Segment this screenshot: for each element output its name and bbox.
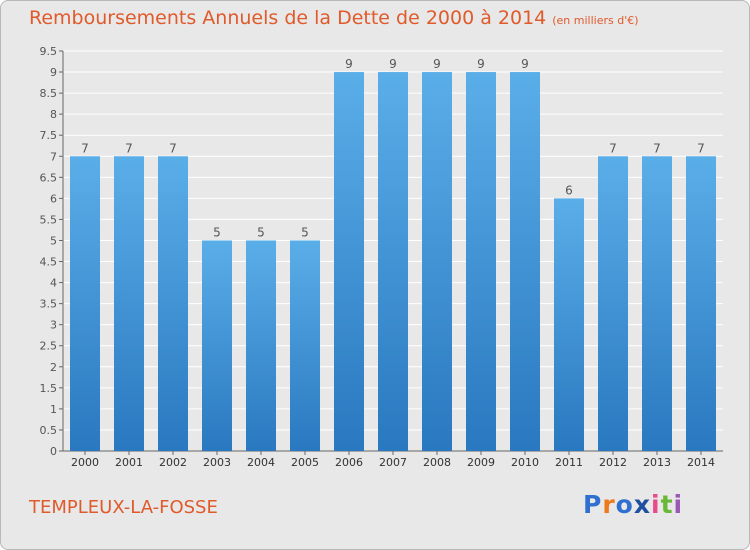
y-tick-label: 7.5 — [40, 129, 58, 142]
bar-2008 — [422, 72, 452, 451]
y-tick-label: 5.5 — [40, 213, 58, 226]
x-tick-label: 2002 — [159, 456, 187, 469]
chart-title: Remboursements Annuels de la Dette de 20… — [29, 7, 639, 29]
x-tick-label: 2004 — [247, 456, 275, 469]
value-label: 9 — [477, 57, 485, 71]
value-label: 9 — [389, 57, 397, 71]
y-tick-label: 1.5 — [40, 382, 58, 395]
value-label: 7 — [653, 141, 661, 155]
x-tick-label: 2013 — [643, 456, 671, 469]
y-tick-label: 9.5 — [40, 45, 58, 58]
y-tick-label: 8 — [50, 108, 57, 121]
x-tick-label: 2010 — [511, 456, 539, 469]
bar-2007 — [378, 72, 408, 451]
y-tick-label: 2 — [50, 361, 57, 374]
logo-letter: r — [602, 490, 616, 519]
logo-letter: o — [615, 490, 634, 519]
value-label: 7 — [697, 141, 705, 155]
x-tick-label: 2000 — [71, 456, 99, 469]
x-tick-label: 2011 — [555, 456, 583, 469]
value-label: 9 — [521, 57, 529, 71]
y-tick-label: 0 — [50, 445, 57, 458]
y-tick-label: 1 — [50, 403, 57, 416]
bar-2013 — [642, 156, 672, 451]
value-label: 6 — [565, 183, 573, 197]
value-label: 7 — [81, 141, 89, 155]
bar-2002 — [158, 156, 188, 451]
y-tick-label: 6.5 — [40, 171, 58, 184]
y-tick-label: 3 — [50, 319, 57, 332]
y-tick-label: 5 — [50, 234, 57, 247]
bar-2001 — [114, 156, 144, 451]
value-label: 7 — [169, 141, 177, 155]
bar-2009 — [466, 72, 496, 451]
value-label: 7 — [125, 141, 133, 155]
x-tick-label: 2003 — [203, 456, 231, 469]
bar-2012 — [598, 156, 628, 451]
x-tick-label: 2012 — [599, 456, 627, 469]
bar-2011 — [554, 198, 584, 451]
value-label: 7 — [609, 141, 617, 155]
y-tick-label: 0.5 — [40, 424, 58, 437]
y-tick-label: 9 — [50, 66, 57, 79]
bar-2005 — [290, 240, 320, 451]
logo-letter: t — [660, 490, 674, 519]
value-label: 9 — [345, 57, 353, 71]
value-label: 5 — [213, 225, 221, 239]
bar-2006 — [334, 72, 364, 451]
bar-2014 — [686, 156, 716, 451]
y-tick-label: 6 — [50, 192, 57, 205]
x-tick-label: 2005 — [291, 456, 319, 469]
x-tick-label: 2001 — [115, 456, 143, 469]
x-tick-label: 2014 — [687, 456, 715, 469]
value-label: 5 — [301, 225, 309, 239]
bar-2004 — [246, 240, 276, 451]
y-tick-label: 2.5 — [40, 340, 58, 353]
y-tick-label: 4 — [50, 277, 57, 290]
unit-note: (en milliers d'€) — [552, 14, 639, 27]
bar-2003 — [202, 240, 232, 451]
logo-letter: P — [583, 490, 603, 519]
x-tick-label: 2007 — [379, 456, 407, 469]
x-tick-label: 2008 — [423, 456, 451, 469]
bar-2010 — [510, 72, 540, 451]
y-tick-label: 8.5 — [40, 87, 58, 100]
x-tick-label: 2009 — [467, 456, 495, 469]
bar-chart: 0 0.5 1 1.5 2 2.5 3 3.5 4 4.5 5 5.5 6 6.5 7 7.5 8 8.5 9 9.5… — [40, 45, 723, 469]
logo-letter: i — [651, 490, 661, 519]
logo-letter: i — [673, 490, 684, 519]
value-label: 5 — [257, 225, 265, 239]
x-tick-label: 2006 — [335, 456, 363, 469]
y-tick-label: 7 — [50, 150, 57, 163]
y-tick-label: 4.5 — [40, 256, 58, 269]
y-tick-label: 3.5 — [40, 298, 58, 311]
town-name: TEMPLEUX-LA-FOSSE — [29, 497, 218, 518]
bar-2000 — [70, 156, 100, 451]
value-label: 9 — [433, 57, 441, 71]
proxiti-logo[interactable]: Proxiti — [583, 490, 683, 519]
logo-letter: x — [633, 490, 651, 519]
